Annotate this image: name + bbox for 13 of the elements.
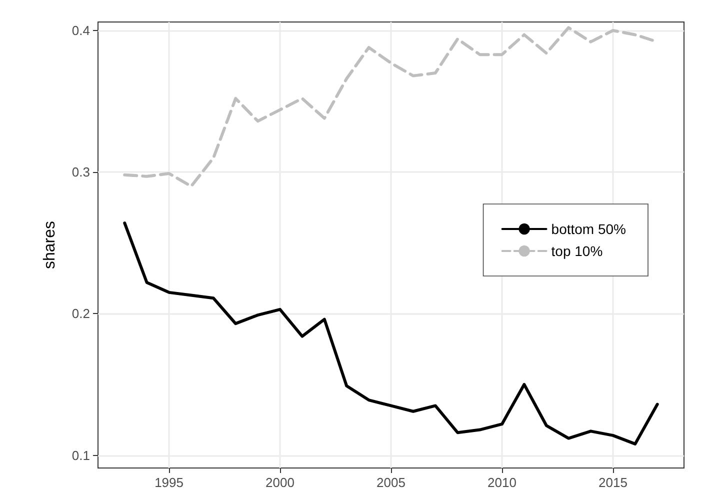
y-tick-label: 0.2 bbox=[72, 306, 90, 322]
y-tick-label: 0.4 bbox=[72, 22, 90, 38]
line-series bbox=[123, 222, 659, 446]
x-tick-label: 2015 bbox=[598, 475, 628, 490]
y-axis-title: shares bbox=[42, 220, 58, 270]
x-tick-label: 2005 bbox=[376, 475, 406, 490]
legend-label: bottom 50% bbox=[551, 221, 626, 237]
x-tick-label: 1995 bbox=[154, 475, 184, 490]
legend-label: top 10% bbox=[551, 243, 603, 259]
y-tick-label: 0.1 bbox=[72, 448, 90, 463]
y-tick-label: 0.3 bbox=[72, 164, 90, 180]
x-tick-label: 2000 bbox=[266, 475, 294, 490]
x-tick-label: 2010 bbox=[488, 475, 516, 490]
